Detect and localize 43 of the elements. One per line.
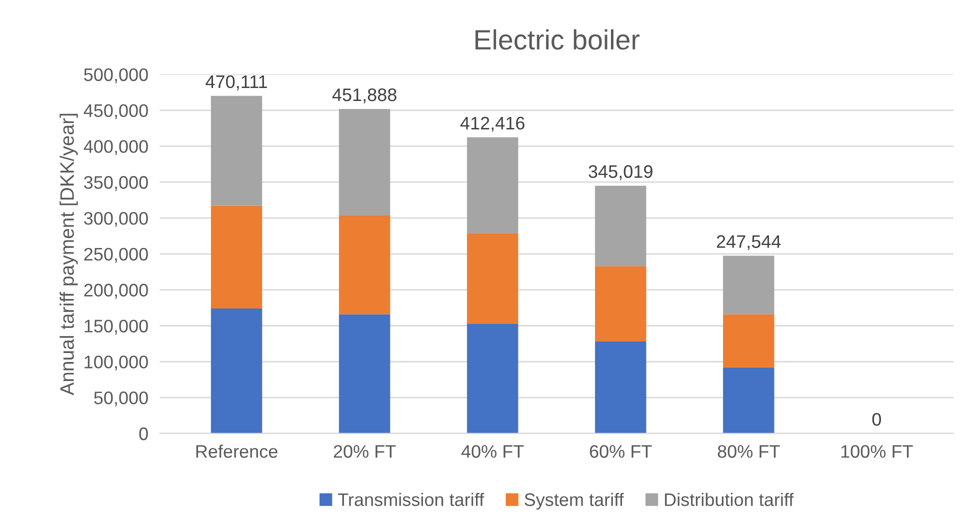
chart-title: Electric boiler xyxy=(476,29,640,50)
y-tick-label: 250,000 xyxy=(84,248,148,263)
total-label: 451,888 xyxy=(332,88,396,104)
bar xyxy=(595,342,646,434)
y-tick-label: 400,000 xyxy=(84,140,148,156)
x-tick-label: Reference xyxy=(196,444,278,458)
bar xyxy=(338,215,390,314)
bar xyxy=(338,314,390,434)
bar xyxy=(723,256,774,314)
bar xyxy=(338,108,390,216)
x-tick-label: 60% FT xyxy=(590,445,652,458)
total-label: 0 xyxy=(872,412,881,426)
x-tick-label: 100% FT xyxy=(841,445,913,458)
total-label: 470,111 xyxy=(206,75,267,90)
y-axis-title: Annual tariff payment [DKK/year] xyxy=(60,114,78,396)
legend-label: System tariff xyxy=(524,492,624,510)
y-tick-label: 50,000 xyxy=(94,392,148,406)
y-tick-label: 150,000 xyxy=(84,320,148,335)
x-tick-label: 20% FT xyxy=(334,445,396,458)
bar xyxy=(723,367,774,434)
bar xyxy=(723,314,774,368)
bar xyxy=(595,266,646,342)
bar xyxy=(210,206,262,309)
y-tick-label: 300,000 xyxy=(84,212,148,227)
total-label: 412,416 xyxy=(460,116,524,132)
bar xyxy=(595,186,646,266)
bar xyxy=(466,137,518,234)
y-tick-label: 350,000 xyxy=(84,176,148,191)
x-tick-label: 40% FT xyxy=(461,445,524,458)
legend-label: Transmission tariff xyxy=(338,492,484,506)
bar xyxy=(466,233,518,324)
total-label: 345,019 xyxy=(588,165,652,180)
total-label: 247,544 xyxy=(716,235,781,250)
y-tick-label: 200,000 xyxy=(84,284,148,299)
y-tick-label: 100,000 xyxy=(84,356,148,371)
x-tick-label: 80% FT xyxy=(718,445,780,458)
bar xyxy=(210,96,262,206)
bar xyxy=(210,308,262,434)
y-tick-label: 500,000 xyxy=(84,68,148,84)
bar xyxy=(466,324,518,434)
y-tick-label: 450,000 xyxy=(84,104,148,120)
legend-label: Distribution tariff xyxy=(665,492,794,506)
y-tick-label: 0 xyxy=(139,427,148,440)
